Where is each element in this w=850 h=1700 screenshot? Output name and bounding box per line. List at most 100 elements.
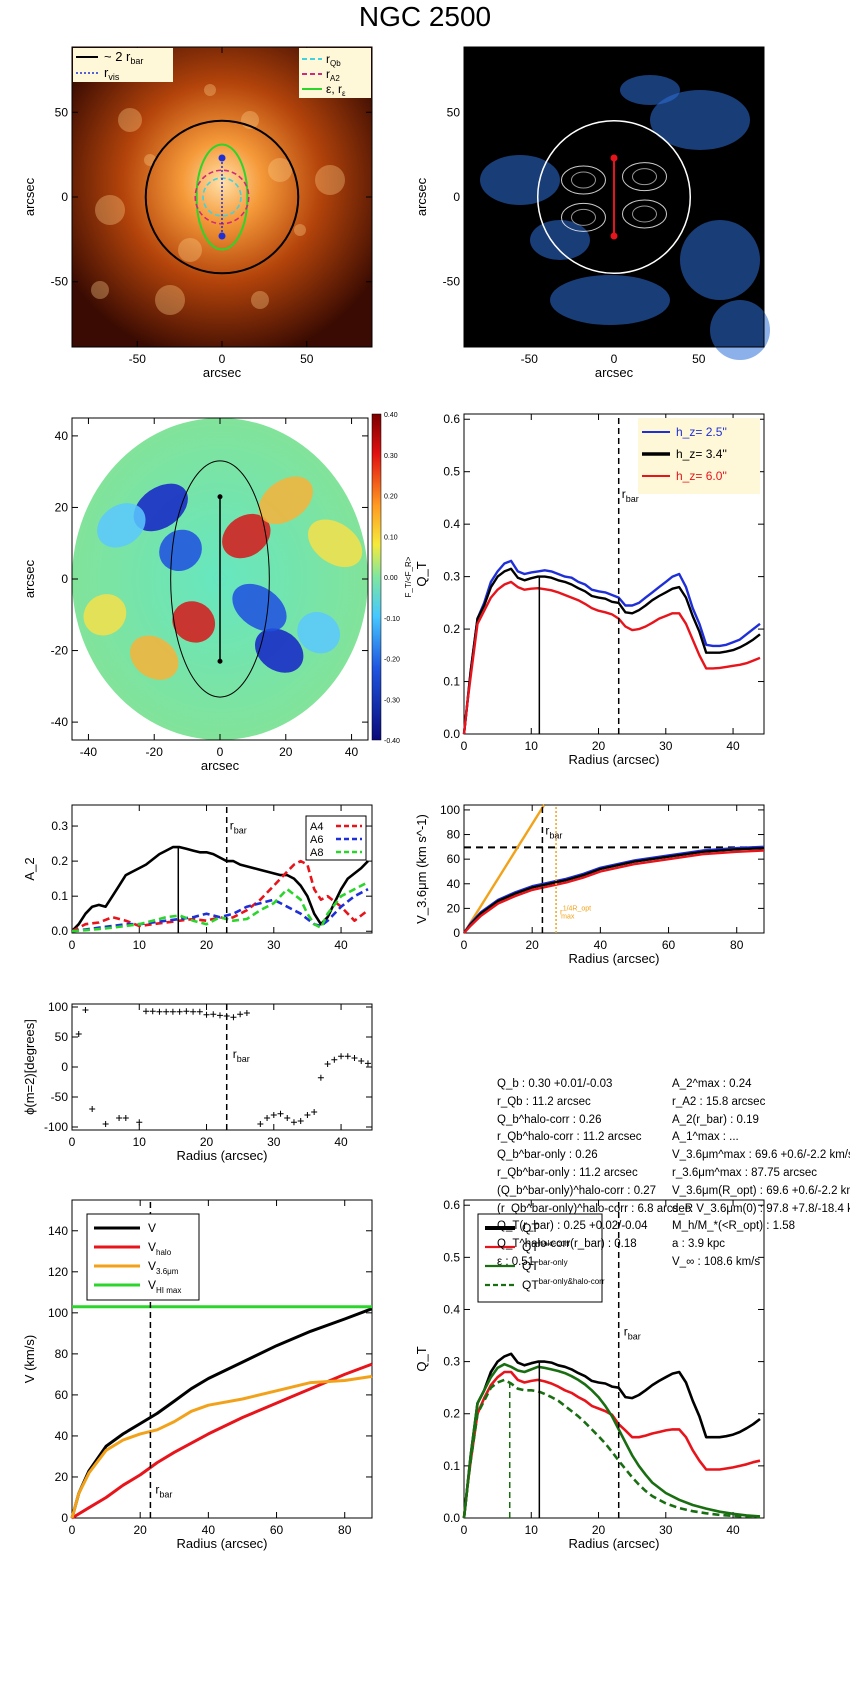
stat-row: M_h/M_*(<R_opt) : 1.58 bbox=[672, 1220, 796, 1233]
stat-row: (Q_b^bar-only)^halo-corr : 0.27 bbox=[497, 1184, 657, 1197]
contour-line bbox=[570, 171, 596, 189]
bar-end-marker bbox=[610, 232, 618, 240]
phase-point bbox=[122, 1115, 129, 1121]
y-tick-label: 0.4 bbox=[443, 517, 460, 531]
hii-region bbox=[251, 291, 269, 309]
x-tick-label: 40 bbox=[726, 1523, 740, 1537]
emission-blob bbox=[650, 90, 750, 150]
x-tick-label: 30 bbox=[267, 938, 281, 952]
legend-text: V bbox=[148, 1221, 156, 1235]
y-tick-label: -20 bbox=[51, 644, 69, 658]
x-tick-label: 0 bbox=[461, 739, 468, 753]
hii-region bbox=[118, 108, 142, 132]
x-tick-label: 20 bbox=[526, 938, 540, 952]
phase-point bbox=[149, 1008, 156, 1015]
contour-line bbox=[632, 205, 658, 223]
axes-frame bbox=[71, 804, 373, 934]
y-tick-label: 50 bbox=[55, 1030, 69, 1044]
contour-line bbox=[570, 208, 596, 226]
series-line bbox=[462, 567, 761, 735]
x-tick-label: 0 bbox=[461, 1523, 468, 1537]
chart-phase: 0 10 20 30 40 -100 -50 0 50 100 Radius (arcsec) ϕ(m… bbox=[22, 1000, 373, 1163]
x-axis-label: Radius (arcsec) bbox=[568, 752, 659, 767]
rbar-label: rbar bbox=[233, 1047, 250, 1064]
y-tick-label: 0.1 bbox=[443, 675, 460, 689]
force-map bbox=[72, 418, 368, 740]
force-lobe bbox=[133, 483, 188, 532]
y-tick-label: 80 bbox=[55, 1347, 69, 1361]
force-lobe bbox=[232, 583, 287, 632]
phase-point bbox=[89, 1106, 96, 1112]
series-line bbox=[462, 559, 761, 735]
y-tick-label: 0.3 bbox=[51, 819, 68, 833]
rbar-label: rbar bbox=[155, 1482, 172, 1499]
series-line bbox=[71, 845, 369, 933]
phase-point bbox=[223, 1013, 230, 1019]
legend-text: A6 bbox=[310, 834, 323, 846]
y-tick-label: 40 bbox=[55, 1429, 69, 1443]
phase-point bbox=[176, 1008, 183, 1015]
x-tick-label: 20 bbox=[592, 739, 606, 753]
x-axis-label: Radius (arcsec) bbox=[568, 1536, 659, 1551]
colorbar-tick-label: -0.40 bbox=[384, 738, 400, 745]
phase-point bbox=[102, 1121, 109, 1127]
colorbar-tick-label: 0.20 bbox=[384, 494, 398, 501]
x-tick-label: -50 bbox=[521, 352, 539, 366]
colorbar-tick-label: -0.10 bbox=[384, 616, 400, 623]
series-line bbox=[463, 849, 765, 934]
emission-blob bbox=[550, 275, 670, 325]
y-tick-label: 0.0 bbox=[443, 1511, 460, 1525]
x-axis-label: Radius (arcsec) bbox=[176, 1148, 267, 1163]
x-tick-label: 0 bbox=[461, 938, 468, 952]
phase-point bbox=[331, 1056, 338, 1063]
x-axis-label: arcsec bbox=[201, 758, 240, 773]
y-tick-label: -50 bbox=[51, 275, 69, 289]
y-axis-label: Q_T bbox=[414, 561, 429, 586]
x-tick-label: 0 bbox=[217, 745, 224, 759]
phase-point bbox=[116, 1115, 123, 1121]
stat-row: V_3.6μm(R_opt) : 69.6 +0.6/-2.2 km/s bbox=[672, 1184, 850, 1197]
bar-end-marker bbox=[218, 154, 226, 162]
y-tick-label: 20 bbox=[447, 901, 461, 915]
x-tick-label: 0 bbox=[611, 352, 618, 366]
x-tick-label: 40 bbox=[726, 739, 740, 753]
y-tick-label: -40 bbox=[51, 715, 69, 729]
x-tick-label: 40 bbox=[202, 1523, 216, 1537]
y-tick-label: 0.4 bbox=[443, 1302, 460, 1316]
x-tick-label: 30 bbox=[659, 739, 673, 753]
y-tick-label: 50 bbox=[55, 105, 69, 119]
y-tick-label: -100 bbox=[44, 1120, 68, 1134]
phase-point bbox=[75, 1031, 82, 1037]
contour-line bbox=[622, 162, 668, 192]
x-tick-label: 10 bbox=[525, 1523, 539, 1537]
series-line bbox=[71, 859, 369, 933]
series-line bbox=[462, 804, 546, 934]
phase-point bbox=[82, 1007, 89, 1013]
chart-qt_decomposition: 0 10 20 30 40 0.0 0.1 0.2 0.3 0.4 0.5 0.6 Radius (ar… bbox=[414, 1198, 765, 1551]
y-tick-label: 0 bbox=[453, 926, 460, 940]
y-tick-label: 80 bbox=[447, 828, 461, 842]
x-tick-label: 10 bbox=[133, 1135, 147, 1149]
axes-frame bbox=[463, 1199, 765, 1519]
force-lobe bbox=[297, 611, 341, 654]
stat-row: Q_b^bar-only : 0.26 bbox=[497, 1149, 598, 1162]
x-tick-label: 30 bbox=[267, 1135, 281, 1149]
x-tick-label: 40 bbox=[345, 745, 359, 759]
stats-left-column: Q_b : 0.30 +0.01/-0.03 r_Qb : 11.2 arcsec… bbox=[497, 1076, 691, 1272]
x-tick-label: 0 bbox=[219, 352, 226, 366]
y-tick-label: 20 bbox=[55, 500, 69, 514]
y-tick-label: 0.0 bbox=[51, 924, 68, 938]
y-tick-label: 0.2 bbox=[51, 854, 68, 868]
chart-rotation_curves: 0 20 40 60 80 0 20 40 60 80 100 120 140 Radius (arcse… bbox=[22, 1199, 373, 1551]
rbar-label: rbar bbox=[230, 819, 247, 836]
series-line bbox=[462, 1378, 761, 1519]
phase-point bbox=[364, 1060, 371, 1067]
stat-row: A_2(r_bar) : 0.19 bbox=[672, 1113, 759, 1126]
axes-frame bbox=[71, 1199, 373, 1519]
stats-table: Q_b : 0.30 +0.01/-0.03 r_Qb : 11.2 arcsec… bbox=[497, 1076, 850, 1306]
y-axis-label: A_2 bbox=[22, 857, 37, 880]
y-axis-label: V_3.6μm (km s^-1) bbox=[414, 814, 429, 924]
stat-row: Q_T(r_bar) : 0.25 +0.02/-0.04 bbox=[497, 1220, 648, 1233]
ellipticity-ellipse bbox=[195, 143, 249, 251]
